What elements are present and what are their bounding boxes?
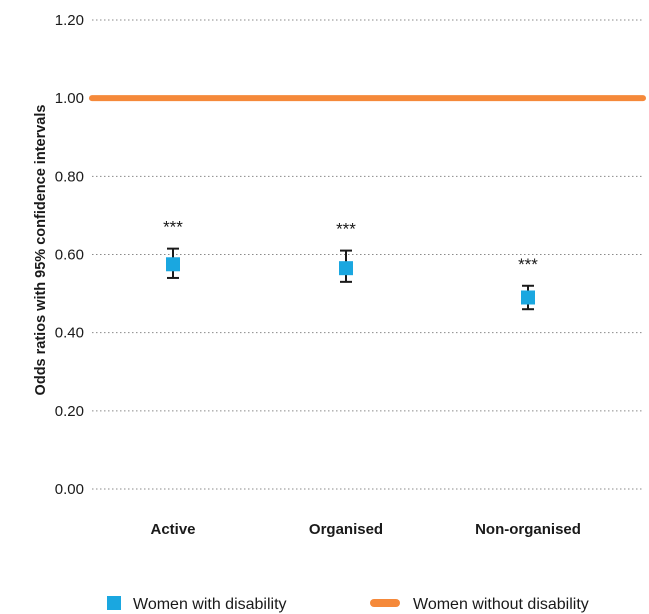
legend-swatch-women-without-disability xyxy=(370,599,400,607)
legend-label-women-with-disability: Women with disability xyxy=(133,596,287,613)
data-point-group: *** xyxy=(163,218,183,279)
y-tick-labels: 0.00 0.20 0.40 0.60 0.80 1.00 1.20 xyxy=(55,12,84,498)
y-tick-label: 0.80 xyxy=(55,168,84,185)
y-tick-label: 0.20 xyxy=(55,403,84,420)
category-labels: Active Organised Non-organised xyxy=(150,521,580,538)
data-point-group: *** xyxy=(336,220,356,283)
y-tick-label: 0.60 xyxy=(55,247,84,264)
y-tick-label: 1.20 xyxy=(55,12,84,29)
gridlines xyxy=(92,19,643,490)
x-category-label: Organised xyxy=(309,521,383,538)
data-point-marker xyxy=(166,257,180,272)
data-point-marker xyxy=(521,290,535,305)
y-tick-label: 0.00 xyxy=(55,481,84,498)
x-category-label: Active xyxy=(150,521,195,538)
significance-label: *** xyxy=(518,255,538,274)
data-points: *** *** *** xyxy=(163,218,538,311)
y-tick-label: 0.40 xyxy=(55,325,84,342)
x-category-label: Non-organised xyxy=(475,521,581,538)
significance-label: *** xyxy=(336,220,356,239)
legend: Women with disability Women without disa… xyxy=(107,596,589,613)
data-point-marker xyxy=(339,261,353,276)
significance-label: *** xyxy=(163,218,183,237)
y-axis-title: Odds ratios with 95% confidence interval… xyxy=(33,105,49,396)
data-point-group: *** xyxy=(518,255,538,311)
y-tick-label: 1.00 xyxy=(55,90,84,107)
legend-label-women-without-disability: Women without disability xyxy=(413,596,589,613)
legend-swatch-women-with-disability xyxy=(107,596,121,610)
